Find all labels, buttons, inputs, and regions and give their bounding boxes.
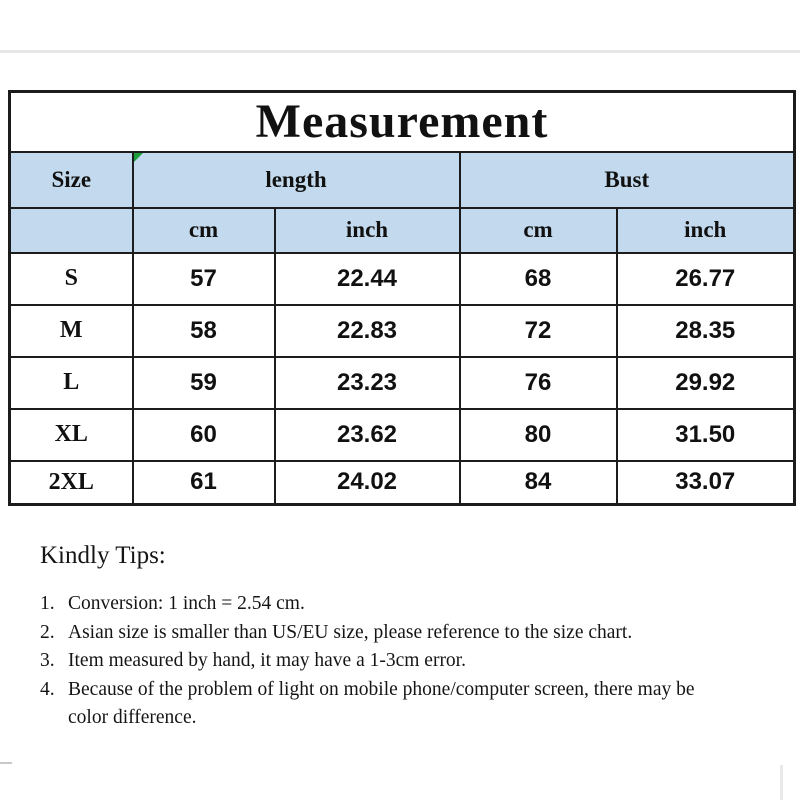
data-cell: 76 — [458, 355, 618, 410]
data-cell: 60 — [131, 407, 276, 462]
data-cell: 59 — [131, 355, 276, 410]
tips-heading: Kindly Tips: — [40, 542, 166, 569]
data-cell: 58 — [131, 303, 276, 358]
table-row-xl: XL 60 23.62 80 31.50 — [8, 407, 796, 462]
bottom-right-artifact — [780, 765, 783, 800]
data-cell: 31.50 — [615, 407, 796, 462]
data-cell: 29.92 — [615, 355, 796, 410]
data-cell: 22.44 — [273, 251, 461, 306]
tip-number: 4. — [40, 678, 55, 700]
list-item: 1. Conversion: 1 inch = 2.54 cm. — [40, 590, 760, 619]
measurement-table: Measurement Size length Bust cm inch cm … — [8, 90, 796, 506]
data-cell: 26.77 — [615, 251, 796, 306]
size-cell: L — [8, 355, 134, 410]
empty-header-cell — [8, 206, 134, 254]
length-cm-header: cm — [131, 206, 276, 254]
bust-inch-header: inch — [615, 206, 796, 254]
tip-number: 1. — [40, 593, 55, 614]
kindly-tips-section: Kindly Tips: 1. Conversion: 1 inch = 2.5… — [40, 542, 760, 733]
data-cell: 23.62 — [273, 407, 461, 462]
bottom-left-artifact — [0, 762, 12, 764]
size-cell: M — [8, 303, 134, 358]
list-item: 2. Asian size is smaller than US/EU size… — [40, 619, 760, 648]
tips-list: 1. Conversion: 1 inch = 2.54 cm. 2. Asia… — [40, 590, 760, 733]
tip-text: Conversion: 1 inch = 2.54 cm. — [68, 593, 305, 614]
tip-text: Item measured by hand, it may have a 1-3… — [68, 650, 466, 671]
table-row-m: M 58 22.83 72 28.35 — [8, 303, 796, 358]
tip-number: 3. — [40, 650, 55, 671]
table-title: Measurement — [8, 90, 796, 153]
tip-text: Because of the problem of light on mobil… — [68, 678, 695, 729]
length-group-header: length — [131, 150, 461, 209]
data-cell: 80 — [458, 407, 618, 462]
table-row-l: L 59 23.23 76 29.92 — [8, 355, 796, 410]
data-cell: 84 — [458, 459, 618, 506]
data-cell: 24.02 — [273, 459, 461, 506]
table-title-row: Measurement — [8, 90, 796, 153]
data-cell: 33.07 — [615, 459, 796, 506]
data-cell: 61 — [131, 459, 276, 506]
bust-group-header: Bust — [458, 150, 796, 209]
length-group-header-label: length — [265, 166, 327, 192]
data-cell: 23.23 — [273, 355, 461, 410]
table-row-2xl: 2XL 61 24.02 84 33.07 — [8, 459, 796, 506]
data-cell: 68 — [458, 251, 618, 306]
data-cell: 28.35 — [615, 303, 796, 358]
group-header-row: Size length Bust — [8, 150, 796, 209]
tip-number: 2. — [40, 621, 55, 643]
size-cell: S — [8, 251, 134, 306]
table-row-s: S 57 22.44 68 26.77 — [8, 251, 796, 306]
list-item: 4. Because of the problem of light on mo… — [40, 676, 760, 733]
green-triangle-marker — [134, 153, 143, 162]
size-cell: XL — [8, 407, 134, 462]
list-item: 3. Item measured by hand, it may have a … — [40, 647, 760, 676]
bust-cm-header: cm — [458, 206, 618, 254]
length-inch-header: inch — [273, 206, 461, 254]
data-cell: 72 — [458, 303, 618, 358]
top-divider — [0, 50, 800, 53]
size-cell: 2XL — [8, 459, 134, 506]
size-column-header: Size — [8, 150, 134, 209]
tip-text: Asian size is smaller than US/EU size, p… — [68, 621, 633, 643]
data-cell: 57 — [131, 251, 276, 306]
data-cell: 22.83 — [273, 303, 461, 358]
unit-header-row: cm inch cm inch — [8, 206, 796, 254]
